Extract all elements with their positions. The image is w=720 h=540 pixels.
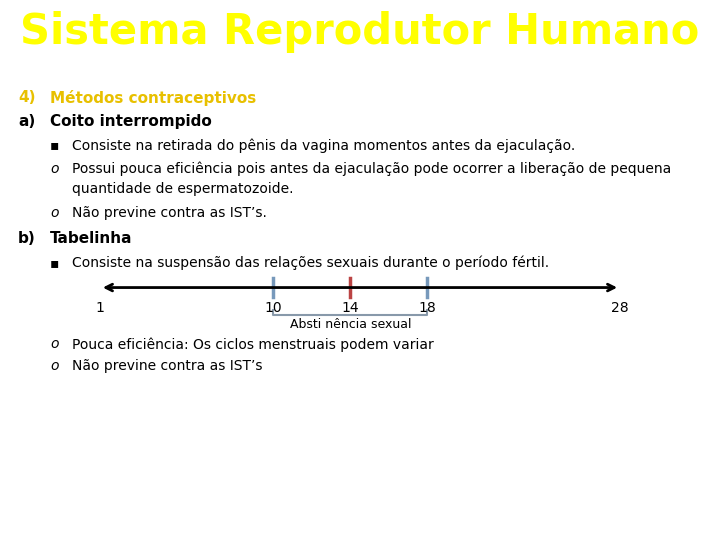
Text: ▪: ▪ [50, 256, 59, 270]
Text: 10: 10 [264, 301, 282, 315]
Text: Pouca eficiência: Os ciclos menstruais podem variar: Pouca eficiência: Os ciclos menstruais p… [72, 337, 433, 352]
Text: 1: 1 [96, 301, 104, 315]
Text: ▪: ▪ [50, 138, 59, 152]
Text: Métodos contraceptivos: Métodos contraceptivos [50, 90, 256, 105]
Text: Não previne contra as IST’s.: Não previne contra as IST’s. [72, 206, 267, 220]
Text: Consiste na retirada do pênis da vagina momentos antes da ejaculação.: Consiste na retirada do pênis da vagina … [72, 138, 575, 153]
Text: 28: 28 [611, 301, 629, 315]
Text: 4): 4) [18, 90, 35, 105]
Text: b): b) [18, 231, 36, 246]
Text: Tabelinha: Tabelinha [50, 231, 132, 246]
Text: 14: 14 [341, 301, 359, 315]
Text: quantidade de espermatozoide.: quantidade de espermatozoide. [72, 181, 294, 195]
Text: Absti nência sexual: Absti nência sexual [289, 318, 411, 331]
Text: Coito interrompido: Coito interrompido [50, 114, 212, 129]
Text: o: o [50, 162, 58, 176]
Text: 18: 18 [418, 301, 436, 315]
Text: a): a) [18, 114, 35, 129]
Text: Consiste na suspensão das relações sexuais durante o período fértil.: Consiste na suspensão das relações sexua… [72, 256, 549, 271]
Text: o: o [50, 206, 58, 220]
Text: Possui pouca eficiência pois antes da ejaculação pode ocorrer a liberação de peq: Possui pouca eficiência pois antes da ej… [72, 162, 671, 177]
Text: o: o [50, 359, 58, 373]
Text: Sistema Reprodutor Humano: Sistema Reprodutor Humano [20, 11, 700, 53]
Text: Não previne contra as IST’s: Não previne contra as IST’s [72, 359, 263, 373]
Text: o: o [50, 337, 58, 351]
